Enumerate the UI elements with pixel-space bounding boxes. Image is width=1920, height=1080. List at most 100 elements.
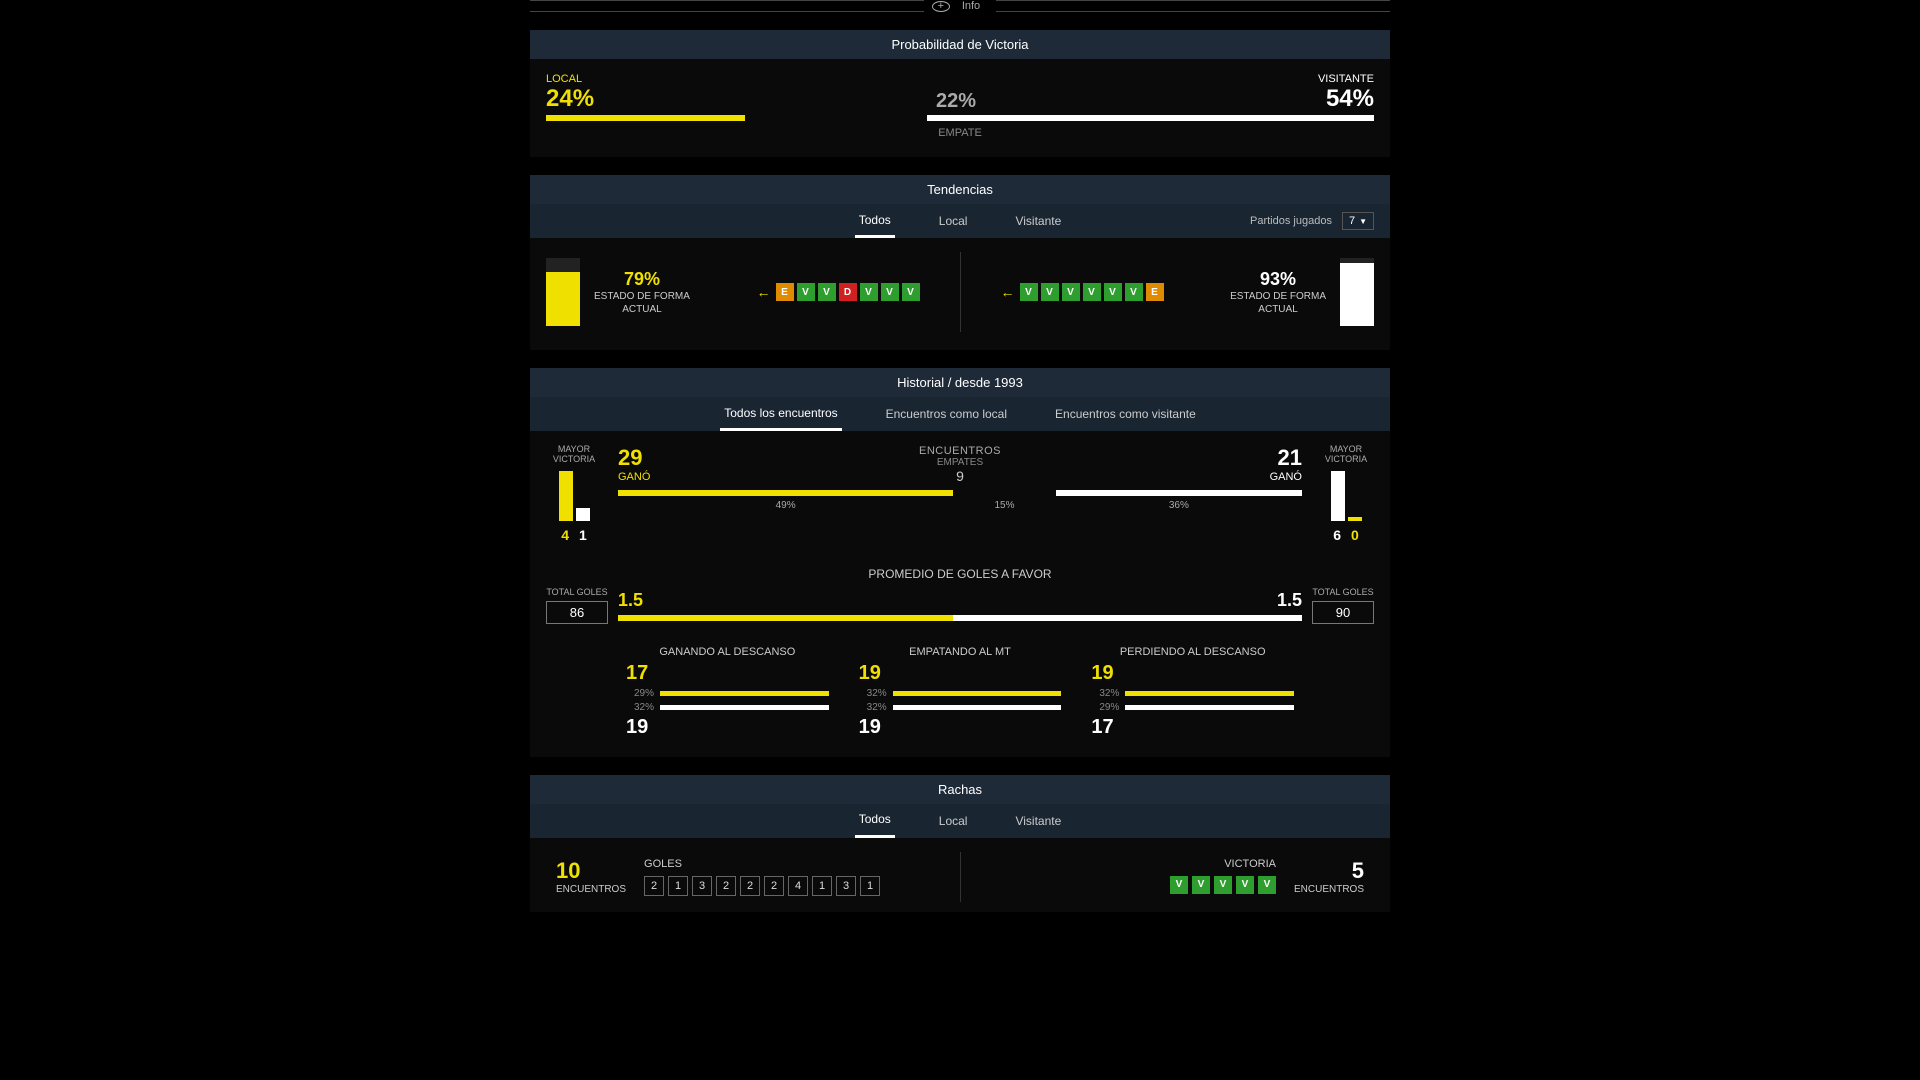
rachas-tabs: Todos Local Visitante <box>530 804 1390 838</box>
form-sub-local1: ESTADO DE FORMA <box>594 290 690 303</box>
form-bar-visit <box>1340 258 1374 326</box>
hist-bar-labels: 49%15%36% <box>618 500 1302 514</box>
hist-left-wins: 29 <box>618 445 650 471</box>
result-box: E <box>776 283 794 301</box>
tendencias-tab-1[interactable]: Local <box>935 204 972 238</box>
tendencias-tabs: Todos Local Visitante Partidos jugados 7 ▼ <box>530 204 1390 238</box>
total-goles-right: 90 <box>1312 601 1374 624</box>
hist-right-wins: 21 <box>1270 445 1302 471</box>
gole-box: 2 <box>716 876 736 896</box>
hist-right-won-label: GANÓ <box>1270 471 1302 483</box>
rachas-goles-label: GOLES <box>644 858 880 870</box>
rachas-tab-2[interactable]: Visitante <box>1011 804 1065 838</box>
hist-enc-label: ENCUENTROS <box>650 445 1269 457</box>
games-played-label: Partidos jugados <box>1250 215 1332 227</box>
goals-avg-title: PROMEDIO DE GOLES A FAVOR <box>546 567 1374 581</box>
streak-local: ←EVVDVVV <box>757 283 920 301</box>
result-box: V <box>902 283 920 301</box>
hist-draws-label: EMPATES <box>650 457 1269 468</box>
winprob-bar <box>546 115 1374 121</box>
info-label: Info <box>954 0 988 12</box>
historial-tab-1[interactable]: Encuentros como local <box>882 397 1011 431</box>
halftime-col-2: PERDIENDO AL DESCANSO1932%29%17 <box>1091 646 1294 739</box>
hist-draws-val: 9 <box>650 468 1269 484</box>
rachas-tab-1[interactable]: Local <box>935 804 972 838</box>
winprob-local-pct: 24% <box>546 85 594 113</box>
mayor-right-a: 6 <box>1333 527 1341 543</box>
gole-box: 4 <box>788 876 808 896</box>
result-box: V <box>860 283 878 301</box>
arrow-left-icon: ← <box>757 284 771 300</box>
total-goles-label-left: TOTAL GOLES <box>546 587 608 597</box>
winprob-draw-label: EMPATE <box>546 127 1374 139</box>
tendencias-body: 79% ESTADO DE FORMA ACTUAL ←EVVDVVV ←VVV… <box>530 238 1390 350</box>
gole-box: 1 <box>860 876 880 896</box>
gole-box: 1 <box>668 876 688 896</box>
rachas-right-enc-label: ENCUENTROS <box>1294 884 1364 895</box>
result-box: V <box>1214 876 1232 894</box>
mayor-left-a: 4 <box>561 527 569 543</box>
form-bar-local <box>546 258 580 326</box>
goals-avg-left: 1.5 <box>618 590 643 611</box>
rachas-body: 10 ENCUENTROS GOLES 2132224131 VICTORIA … <box>530 838 1390 912</box>
chevron-down-icon: ▼ <box>1359 217 1367 226</box>
winprob-local-label: LOCAL <box>546 73 594 85</box>
rachas-right-count: 5 <box>1294 858 1364 884</box>
tendencias-tab-0[interactable]: Todos <box>855 204 895 238</box>
gole-box: 2 <box>644 876 664 896</box>
winprob-body: LOCAL 24% 22% VISITANTE 54% EMPATE <box>530 59 1390 157</box>
form-sub-visit1: ESTADO DE FORMA <box>1230 290 1326 303</box>
gole-box: 3 <box>836 876 856 896</box>
winprob-visit-pct: 54% <box>1318 85 1374 113</box>
historial-tab-2[interactable]: Encuentros como visitante <box>1051 397 1200 431</box>
tendencias-tab-2[interactable]: Visitante <box>1011 204 1065 238</box>
rachas-goles-boxes: 2132224131 <box>644 876 880 896</box>
mayor-bars-right <box>1318 471 1374 521</box>
rachas-header: Rachas <box>530 775 1390 804</box>
historial-tab-0[interactable]: Todos los encuentros <box>720 397 841 431</box>
result-box: D <box>839 283 857 301</box>
historial-header: Historial / desde 1993 <box>530 368 1390 397</box>
mayor-left-b: 1 <box>579 527 587 543</box>
rachas-divider <box>960 852 961 902</box>
result-box: V <box>1104 283 1122 301</box>
result-box: V <box>881 283 899 301</box>
gole-box: 1 <box>812 876 832 896</box>
form-pct-local: 79% <box>594 269 690 290</box>
total-goles-left: 86 <box>546 601 608 624</box>
result-box: V <box>1125 283 1143 301</box>
halftime-col-1: EMPATANDO AL MT1932%32%19 <box>859 646 1062 739</box>
rachas-tab-0[interactable]: Todos <box>855 804 895 838</box>
result-box: E <box>1146 283 1164 301</box>
tendencias-header: Tendencias <box>530 175 1390 204</box>
gole-box: 3 <box>692 876 712 896</box>
mayor-bars-left <box>546 471 602 521</box>
historial-tabs: Todos los encuentros Encuentros como loca… <box>530 397 1390 431</box>
winprob-header: Probabilidad de Victoria <box>530 30 1390 59</box>
result-box: V <box>1062 283 1080 301</box>
result-box: V <box>818 283 836 301</box>
goals-avg-right: 1.5 <box>1277 590 1302 611</box>
form-pct-visit: 93% <box>1230 269 1326 290</box>
halftime-col-0: GANANDO AL DESCANSO1729%32%19 <box>626 646 829 739</box>
mayor-right-b: 0 <box>1351 527 1359 543</box>
total-goles-label-right: TOTAL GOLES <box>1312 587 1374 597</box>
rachas-left-enc-label: ENCUENTROS <box>556 884 626 895</box>
hist-bar <box>618 490 1302 496</box>
arrow-left-icon: ← <box>1001 284 1015 300</box>
historial-body: MAYOR VICTORIA 4 1 29 GANÓ ENCUENTROS EM… <box>530 431 1390 757</box>
mayor-victoria-label-left: MAYOR VICTORIA <box>546 445 602 465</box>
winprob-draw-pct: 22% <box>936 90 976 113</box>
rachas-left-count: 10 <box>556 858 626 884</box>
gole-box: 2 <box>740 876 760 896</box>
form-sub-local2: ACTUAL <box>594 303 690 316</box>
info-divider[interactable]: + Info <box>530 0 1390 12</box>
games-played-select[interactable]: 7 ▼ <box>1342 212 1374 230</box>
result-box: V <box>1041 283 1059 301</box>
streak-visit: ←VVVVVVE <box>1001 283 1164 301</box>
result-box: V <box>797 283 815 301</box>
plus-icon: + <box>932 1 950 12</box>
tendencias-divider <box>960 252 961 332</box>
form-sub-visit2: ACTUAL <box>1230 303 1326 316</box>
result-box: V <box>1020 283 1038 301</box>
